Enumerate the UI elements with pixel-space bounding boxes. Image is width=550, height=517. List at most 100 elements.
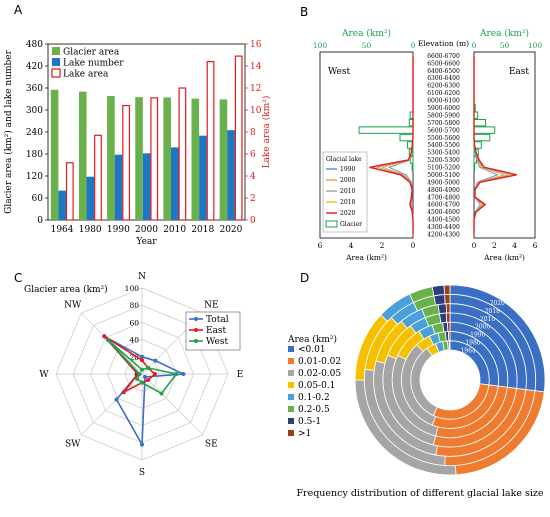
radar-axis-label: SW bbox=[65, 439, 81, 449]
chart-b-elevation-profile: 6600-67006500-66006400-65006300-64006200… bbox=[313, 28, 543, 262]
bar-lake-number bbox=[227, 130, 235, 220]
elevation-bin-label: 6600-6700 bbox=[427, 53, 460, 60]
elevation-bin-label: 5000-5100 bbox=[427, 172, 460, 179]
top-left-tick: 0 bbox=[411, 41, 416, 50]
donut-segment bbox=[445, 303, 451, 314]
elevation-bin-label: 5900-6000 bbox=[427, 105, 460, 112]
radar-point bbox=[135, 376, 140, 381]
donut-ring-label: 1990 bbox=[470, 332, 485, 339]
donut-segment bbox=[437, 303, 448, 315]
legend-marker-c bbox=[194, 328, 198, 332]
legend-title-d: Area (km²) bbox=[287, 334, 337, 345]
east-glacier-bar bbox=[473, 118, 487, 127]
legend-swatch-d bbox=[288, 370, 294, 376]
east-frame bbox=[473, 51, 536, 239]
west-glacier-bar bbox=[399, 133, 414, 142]
radar-point bbox=[143, 375, 148, 380]
legend-label-b: 2010 bbox=[340, 188, 355, 195]
east-lake-curve bbox=[473, 55, 517, 235]
legend-label: Lake number bbox=[63, 59, 124, 69]
radar-point bbox=[140, 380, 144, 385]
west-lake-curve bbox=[369, 55, 414, 235]
bar-lake-area bbox=[150, 97, 159, 221]
donut-segment bbox=[447, 321, 451, 332]
donut-ring-label: 1964 bbox=[460, 347, 475, 354]
legend-swatch-b bbox=[325, 220, 338, 228]
legend-swatch bbox=[51, 68, 61, 78]
bar-glacier-area bbox=[107, 96, 115, 220]
legend-label-d: <0.01 bbox=[298, 345, 326, 355]
bottom-right-axis-title: Area (km²) bbox=[483, 253, 525, 262]
bar-lake-area bbox=[234, 55, 243, 221]
legend-label-b: Glacier bbox=[340, 221, 362, 228]
bar-lake-area bbox=[178, 87, 187, 221]
donut-ring-label: 2010 bbox=[480, 316, 495, 323]
radar-point bbox=[140, 354, 144, 359]
legend-swatch-d bbox=[288, 346, 294, 352]
y-tick-label: 180 bbox=[26, 150, 43, 160]
west-label: West bbox=[328, 67, 350, 77]
elevation-bin-label: 5500-5600 bbox=[427, 135, 460, 142]
y-tick-label: 60 bbox=[32, 194, 44, 204]
y2-axis-title: Lake area (km²) bbox=[261, 96, 272, 169]
donut-ring-label: 2018 bbox=[485, 308, 500, 315]
top-left-tick: 100 bbox=[313, 41, 328, 50]
legend-marker-c bbox=[194, 339, 198, 343]
y2-tick-label: 2 bbox=[250, 194, 256, 204]
legend-swatch bbox=[52, 58, 60, 66]
donut-segment bbox=[445, 312, 451, 323]
legend-label-c: Total bbox=[206, 315, 229, 325]
y-tick-label: 0 bbox=[37, 216, 43, 226]
legend-label-b: 2018 bbox=[340, 199, 355, 206]
radar-point bbox=[146, 365, 151, 370]
elevation-bin-label: 4700-4800 bbox=[427, 194, 460, 201]
legend-swatch-d bbox=[288, 430, 294, 436]
top-right-axis-title: Area (km²) bbox=[479, 28, 529, 39]
chart-a-lake-bars: 0 60 120 180 240 300 360 420 480 0 2 4 6 8 10 12 14 16 196… bbox=[3, 40, 272, 247]
east-glacier-bar bbox=[473, 163, 476, 172]
radar-point bbox=[105, 337, 110, 342]
east-label: East bbox=[509, 67, 530, 77]
bar-lake-number bbox=[142, 153, 151, 220]
bar-lake-area bbox=[65, 162, 74, 221]
radar-r-tick: 60 bbox=[129, 318, 139, 327]
elevation-bin-label: 6100-6200 bbox=[427, 90, 460, 97]
west-lake-curve bbox=[387, 55, 414, 235]
panel-label-b: B bbox=[300, 5, 308, 19]
top-right-tick: 50 bbox=[500, 41, 510, 50]
legend-title-b: Glacial lake bbox=[326, 156, 362, 163]
radar-axis-label: N bbox=[138, 272, 146, 282]
elevation-bin-label: 5300-5400 bbox=[427, 150, 460, 157]
radar-axis-label: W bbox=[39, 370, 49, 380]
legend-swatch-d bbox=[288, 406, 294, 412]
bar-lake-area bbox=[206, 60, 215, 221]
bottom-left-axis-title: Area (km²) bbox=[345, 253, 387, 262]
elevation-bin-label: 6200-6300 bbox=[427, 83, 460, 90]
legend-label: Glacier area bbox=[63, 48, 120, 58]
x-tick-label: 2018 bbox=[191, 225, 214, 235]
y2-tick-label: 14 bbox=[250, 62, 262, 72]
elevation-bin-label: 6000-6100 bbox=[427, 98, 460, 105]
east-glacier-bar bbox=[473, 133, 491, 142]
panel-label-a: A bbox=[14, 3, 23, 17]
y-axis-title: Glacier area (km²) and lake number bbox=[3, 49, 14, 213]
radar-point bbox=[137, 372, 142, 376]
y2-tick-label: 8 bbox=[250, 128, 256, 138]
bar-lake-number bbox=[86, 176, 95, 220]
radar-point bbox=[152, 372, 157, 376]
legend-label-d: 0.5-1 bbox=[298, 417, 321, 427]
bar-glacier-area bbox=[219, 99, 228, 220]
legend-swatch-d bbox=[288, 418, 294, 424]
radar-axis-label: S bbox=[139, 468, 145, 478]
donut-segment bbox=[448, 331, 451, 342]
y2-tick-label: 4 bbox=[250, 172, 256, 182]
elevation-bin-label: 5100-5200 bbox=[427, 165, 460, 172]
y-tick-label: 480 bbox=[26, 40, 43, 50]
legend-label-d: 0.01-0.02 bbox=[298, 357, 341, 367]
radar-r-tick: 100 bbox=[125, 284, 140, 293]
radar-point bbox=[140, 367, 144, 372]
radar-point bbox=[146, 378, 151, 383]
x-tick-label: 2000 bbox=[135, 225, 158, 235]
donut-segment bbox=[444, 293, 451, 305]
